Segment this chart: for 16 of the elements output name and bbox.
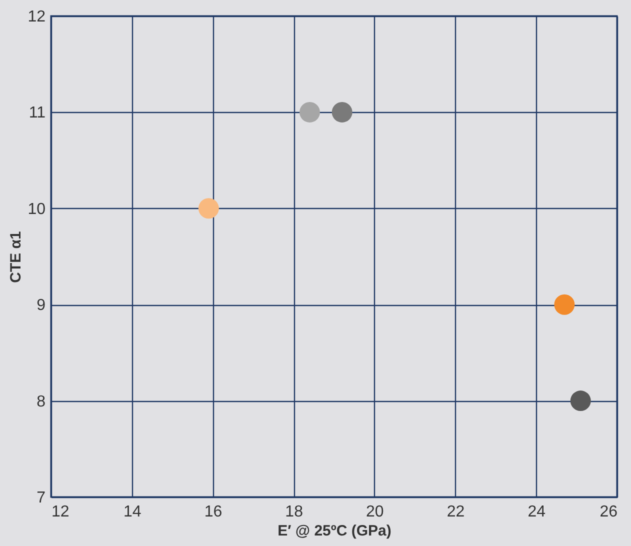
x-tick-label: 26 xyxy=(600,504,618,520)
y-tick-label: 11 xyxy=(28,104,46,122)
y-tick-label: 12 xyxy=(28,8,46,26)
x-axis-title: E′ @ 25ºC (GPa) xyxy=(278,522,392,540)
y-tick-label: 7 xyxy=(36,490,46,506)
y-axis-title: CTE α1 xyxy=(8,231,25,283)
y-tick-label: 8 xyxy=(36,393,46,410)
x-tick-label: 20 xyxy=(366,504,384,520)
x-tick-label: 22 xyxy=(446,504,465,520)
x-tick-label: 12 xyxy=(52,504,70,520)
y-tick-label: 9 xyxy=(36,297,46,314)
y-tick-label: 10 xyxy=(28,200,46,218)
x-tick-label: 18 xyxy=(285,504,304,520)
x-tick-label: 24 xyxy=(528,504,546,520)
x-tick-label: 16 xyxy=(204,504,222,520)
x-tick-label: 14 xyxy=(123,504,142,520)
